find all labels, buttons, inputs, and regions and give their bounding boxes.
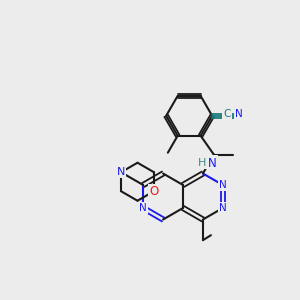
Text: C: C	[224, 109, 231, 119]
Text: N: N	[208, 157, 217, 169]
Text: H: H	[198, 158, 207, 168]
Text: N: N	[219, 180, 227, 190]
Text: N: N	[139, 203, 147, 213]
Text: N: N	[235, 109, 243, 119]
Text: N: N	[117, 167, 125, 177]
Text: N: N	[219, 203, 227, 213]
Text: O: O	[149, 185, 159, 198]
